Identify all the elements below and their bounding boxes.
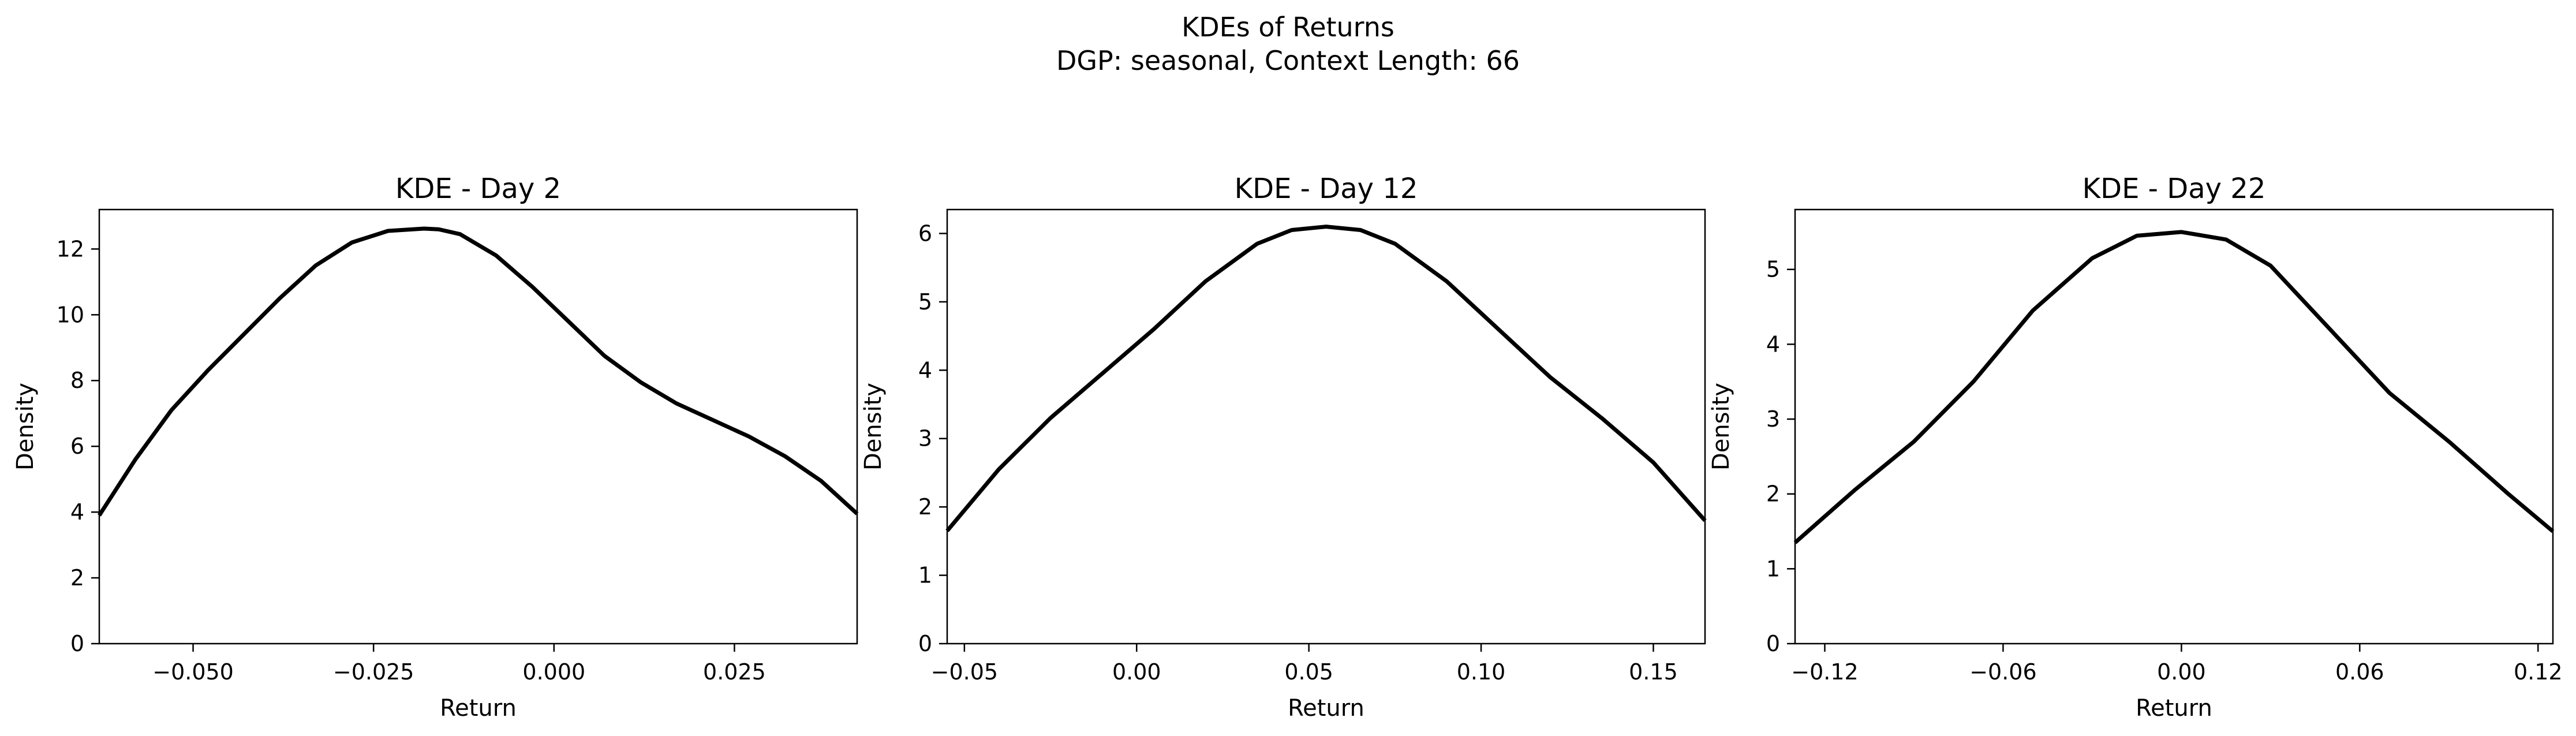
kde-panel-3: KDE - Day 22 −0.12 −0.06 0.00 0.06 0.12 0 1 2 3 4 5…	[1708, 173, 2563, 722]
x-tick-label: −0.050	[152, 659, 234, 685]
y-tick-label: 12	[57, 236, 84, 261]
panel-title: KDE - Day 2	[395, 173, 561, 205]
kde-line	[1793, 230, 2555, 544]
y-axis-label: Density	[860, 383, 887, 470]
x-tick-label: −0.06	[1969, 659, 2036, 685]
y-tick-label: 2	[918, 494, 932, 520]
x-tick-label: 0.000	[522, 659, 585, 685]
y-tick-label: 1	[1766, 556, 1780, 581]
y-tick-label: 0	[1766, 631, 1780, 656]
y-tick-label: 2	[1766, 481, 1780, 507]
x-axis-label: Return	[2136, 695, 2212, 722]
x-axis-label: Return	[1288, 695, 1364, 722]
figure-title-block: KDEs of Returns DGP: seasonal, Context L…	[0, 10, 2576, 77]
axes-frame	[946, 208, 1706, 645]
figure-title: KDEs of Returns	[1182, 12, 1394, 43]
x-tick-label: 0.15	[1629, 659, 1678, 685]
x-tick-label: 0.00	[1112, 659, 1161, 685]
y-tick-label: 3	[918, 426, 932, 451]
y-tick-label: 6	[70, 434, 84, 459]
y-tick-label: 10	[57, 302, 84, 327]
y-tick-label: 0	[918, 631, 932, 656]
kde-line	[945, 225, 1707, 532]
y-tick-label: 4	[70, 499, 84, 525]
y-axis-label: Density	[12, 383, 39, 470]
y-tick-label: 0	[70, 631, 84, 656]
axes-frame	[98, 208, 858, 645]
x-tick-label: −0.12	[1791, 659, 1858, 685]
y-tick-label: 2	[70, 565, 84, 591]
x-tick-label: 0.025	[703, 659, 766, 685]
panel-title: KDE - Day 22	[2083, 173, 2266, 205]
x-tick-label: 0.05	[1284, 659, 1333, 685]
x-tick-label: −0.05	[931, 659, 998, 685]
y-tick-label: 3	[1766, 406, 1780, 432]
y-tick-label: 8	[70, 368, 84, 393]
y-axis-label: Density	[1708, 383, 1734, 470]
x-tick-label: 0.12	[2514, 659, 2563, 685]
y-tick-label: 1	[918, 563, 932, 588]
kde-panel-1: KDE - Day 2 −0.050 −0.025 0.000 0.025 0 2 4 6 8 10…	[12, 173, 859, 722]
y-tick-label: 5	[1766, 257, 1780, 282]
x-tick-label: −0.025	[333, 659, 414, 685]
panel-title: KDE - Day 12	[1235, 173, 1418, 205]
x-tick-label: 0.00	[2157, 659, 2206, 685]
kde-line	[98, 226, 859, 517]
y-tick-label: 4	[918, 357, 932, 383]
y-tick-label: 6	[918, 221, 932, 246]
y-tick-label: 4	[1766, 331, 1780, 357]
figure-subtitle: DGP: seasonal, Context Length: 66	[1056, 45, 1520, 76]
x-tick-label: 0.10	[1457, 659, 1506, 685]
x-tick-label: 0.06	[2335, 659, 2384, 685]
axes-frame	[1794, 208, 2554, 645]
x-axis-label: Return	[440, 695, 517, 722]
kde-panel-2: KDE - Day 12 −0.05 0.00 0.05 0.10 0.15 0 1 2 3 4 5 6…	[860, 173, 1707, 722]
y-tick-label: 5	[918, 289, 932, 315]
